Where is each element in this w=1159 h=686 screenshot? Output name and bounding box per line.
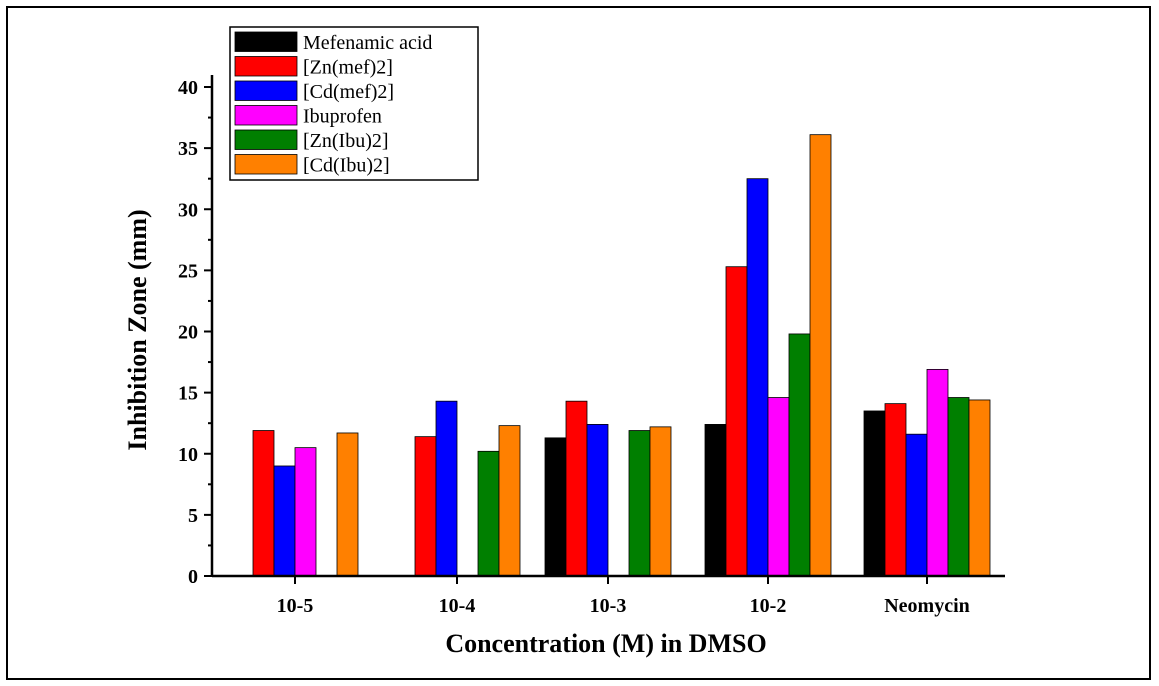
bar-4-5	[926, 368, 949, 577]
bar-5-3	[628, 430, 651, 577]
y-tick-label: 40	[178, 77, 198, 99]
legend-swatch	[234, 31, 298, 52]
bar-4-1	[294, 447, 317, 577]
bar-1-3	[544, 437, 567, 577]
bar-3-2	[435, 400, 458, 577]
legend-label: [Cd(mef)2]	[303, 81, 394, 103]
bar-3-5	[905, 433, 928, 577]
bar-2-2	[414, 436, 437, 577]
legend-swatch	[234, 56, 298, 77]
y-tick-label: 30	[178, 199, 198, 221]
x-tick-label: 10-4	[439, 595, 476, 617]
y-axis-title: Inhibition Zone (mm)	[123, 209, 152, 450]
bar-1-5	[863, 410, 886, 577]
y-tick-label: 25	[178, 260, 198, 282]
x-tick-label: 10-5	[277, 595, 314, 617]
bar-6-1	[336, 432, 359, 577]
legend-label: [Cd(Ibu)2]	[303, 155, 390, 177]
bar-2-3	[565, 400, 588, 577]
legend: Mefenamic acid [Zn(mef)2][Cd(mef)2] Ibupro…	[229, 26, 479, 181]
y-tick-label: 0	[188, 566, 198, 588]
legend-swatch	[234, 80, 298, 101]
bar-6-2	[498, 425, 521, 577]
y-tick-label: 5	[188, 505, 198, 527]
bar-2-4	[725, 266, 748, 577]
bar-2-5	[884, 403, 907, 577]
legend-label: [Zn(Ibu)2]	[303, 130, 389, 152]
legend-swatch	[234, 129, 298, 150]
x-tick-label: Neomycin	[884, 595, 970, 617]
bars-layer	[252, 134, 991, 577]
axes-layer: 0 5 10 15 20 25 30 35 40 10-5 10-4 10-3 10-2 Neomycin	[178, 75, 1005, 617]
bar-5-5	[947, 397, 970, 577]
bar-6-5	[968, 399, 991, 577]
legend-swatch	[234, 105, 298, 126]
bar-4-4	[767, 397, 790, 577]
bar-3-4	[746, 178, 769, 577]
bar-6-4	[809, 134, 832, 577]
bar-5-2	[477, 450, 500, 577]
y-tick-label: 15	[178, 383, 198, 405]
y-tick-label: 20	[178, 322, 198, 344]
legend-label: Ibuprofen	[303, 106, 382, 128]
bar-3-3	[586, 424, 609, 577]
bar-5-4	[788, 333, 811, 577]
x-tick-label: 10-3	[590, 595, 627, 617]
bar-6-3	[649, 426, 672, 577]
bar-1-4	[704, 424, 727, 577]
bar-3-1	[273, 465, 296, 577]
legend-label: [Zn(mef)2]	[303, 57, 393, 79]
y-tick-label: 10	[178, 444, 198, 466]
y-tick-label: 35	[178, 138, 198, 160]
x-axis-title: Concentration (M) in DMSO	[445, 629, 766, 658]
x-tick-label: 10-2	[750, 595, 787, 617]
legend-swatch	[234, 154, 298, 175]
bar-2-1	[252, 430, 275, 577]
legend-label: Mefenamic acid	[303, 32, 432, 54]
